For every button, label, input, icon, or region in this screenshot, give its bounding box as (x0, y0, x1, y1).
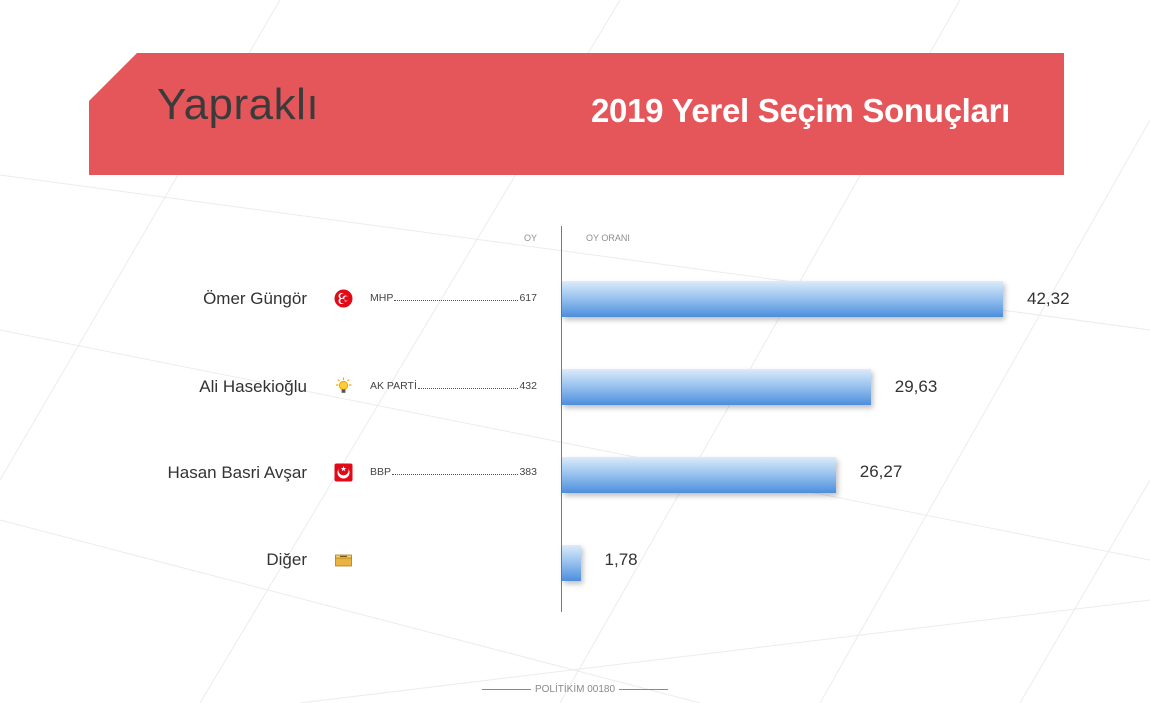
bbp-crescent-icon (334, 463, 353, 482)
party-name: BBP (370, 466, 392, 478)
ratio-column-header: OY ORANI (586, 233, 630, 243)
chart-axis-line (561, 226, 562, 612)
chart-bar (562, 369, 871, 405)
vote-count: 383 (519, 466, 537, 478)
leader-dots (417, 380, 519, 389)
party-votes-row: AK PARTİ 432 (370, 380, 537, 394)
candidate-name: Ömer Güngör (203, 289, 307, 308)
page-title: 2019 Yerel Seçim Sonuçları (590, 92, 1010, 129)
leader-dots (394, 292, 519, 301)
footer-rule-left (482, 689, 531, 690)
footer-rule-right (619, 689, 669, 690)
leader-dots (392, 466, 519, 475)
candidate-name: Ali Hasekioğlu (199, 377, 307, 396)
ballot-box-icon (334, 551, 353, 570)
header-banner (89, 53, 1064, 175)
party-name: AK PARTİ (370, 380, 417, 392)
akp-lightbulb-icon (334, 377, 353, 396)
data-label: 26,27 (859, 462, 903, 481)
vote-count: 617 (519, 292, 537, 304)
footer: POLİTİKİM 00180 (482, 684, 669, 695)
chart-bar (562, 457, 836, 493)
data-label: 1,78 (604, 550, 638, 569)
votes-column-header: OY (524, 233, 538, 243)
party-votes-row: MHP 617 (370, 292, 537, 306)
vote-count: 432 (519, 380, 537, 392)
data-label: 29,63 (894, 377, 938, 396)
mhp-crescents-icon (334, 289, 353, 308)
chart-bar (562, 281, 1003, 317)
data-label: 42,32 (1027, 289, 1070, 308)
chart-bar (562, 545, 581, 581)
candidate-name: Hasan Basri Avşar (167, 463, 307, 482)
candidate-name: Diğer (266, 550, 307, 569)
party-name: MHP (370, 292, 394, 304)
footer-text: POLİTİKİM 00180 (534, 684, 616, 695)
city-name: Yapraklı (157, 80, 320, 129)
party-votes-row: BBP 383 (370, 466, 537, 480)
